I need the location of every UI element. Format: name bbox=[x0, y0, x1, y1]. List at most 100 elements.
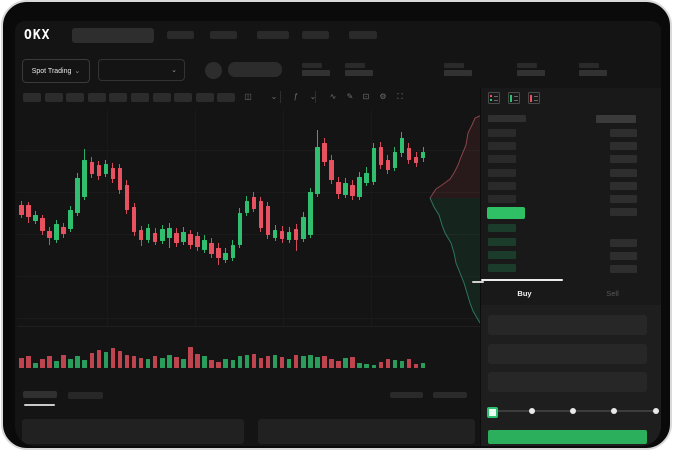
volume-bar bbox=[19, 358, 24, 368]
draw-tool-icon[interactable]: ✎ bbox=[346, 92, 354, 101]
slider-handle[interactable] bbox=[486, 406, 498, 418]
bid-price-placeholder bbox=[488, 238, 516, 246]
gridline-horizontal bbox=[17, 192, 482, 193]
icon-line bbox=[514, 99, 518, 101]
pair-selector[interactable]: ⌄ bbox=[98, 59, 185, 81]
order-input-field[interactable] bbox=[488, 315, 647, 335]
volume-bar bbox=[26, 356, 31, 368]
orders-action-button[interactable] bbox=[390, 392, 423, 398]
nav-item[interactable] bbox=[210, 31, 237, 39]
toolbar-divider bbox=[280, 91, 281, 103]
volume-bar bbox=[336, 361, 341, 368]
chevron-down-icon: ⌄ bbox=[74, 67, 81, 75]
volume-bar bbox=[413, 364, 419, 368]
volume-bar bbox=[131, 356, 137, 368]
book-asks-view-icon[interactable] bbox=[528, 92, 540, 104]
volume-bar bbox=[392, 360, 398, 368]
fullscreen-icon[interactable]: ⛶ bbox=[397, 92, 403, 101]
timeframe-button[interactable] bbox=[217, 93, 236, 102]
volume-bar bbox=[61, 355, 66, 368]
candle-body bbox=[117, 168, 123, 190]
timeframe-button[interactable] bbox=[44, 93, 63, 102]
settings-icon[interactable]: ⚙ bbox=[379, 92, 387, 101]
timeframe-button[interactable] bbox=[23, 93, 41, 102]
volume-bar bbox=[188, 347, 193, 368]
tab-sell[interactable]: Sell bbox=[606, 289, 619, 298]
candle-body bbox=[293, 229, 299, 240]
candle-body bbox=[131, 207, 137, 232]
chevron-down-icon[interactable]: ⌄ bbox=[309, 92, 317, 101]
order-input-field[interactable] bbox=[488, 344, 647, 364]
stat-value-placeholder bbox=[517, 70, 545, 76]
indicators-icon[interactable]: ƒ bbox=[293, 92, 299, 101]
order-input-field[interactable] bbox=[488, 372, 647, 392]
orders-tab[interactable] bbox=[23, 391, 57, 398]
timeframe-button[interactable] bbox=[152, 93, 171, 102]
chart-bottom-border bbox=[17, 326, 482, 327]
candle-body bbox=[89, 162, 94, 174]
nav-item[interactable] bbox=[349, 31, 377, 39]
timeframe-button[interactable] bbox=[109, 93, 128, 102]
candle-body bbox=[406, 148, 412, 160]
nav-item[interactable] bbox=[167, 31, 194, 39]
timeframe-button[interactable] bbox=[195, 93, 214, 102]
book-combined-view-icon[interactable] bbox=[488, 92, 500, 104]
candle-body bbox=[265, 206, 271, 235]
ask-amount-placeholder bbox=[610, 142, 637, 150]
candle-body bbox=[209, 243, 214, 254]
orders-action-button[interactable] bbox=[433, 392, 467, 398]
candle-body bbox=[230, 245, 235, 258]
market-type-selector[interactable]: Spot Trading ⌄ bbox=[22, 59, 90, 83]
search-bar[interactable] bbox=[72, 28, 154, 43]
volume-bar bbox=[420, 363, 426, 368]
volume-bar bbox=[216, 362, 221, 368]
buy-submit-button[interactable] bbox=[488, 430, 647, 444]
timeframe-button[interactable] bbox=[87, 93, 106, 102]
candle-style-icon[interactable]: ◫ bbox=[244, 92, 252, 101]
orderbook-header-price bbox=[488, 115, 526, 122]
candle-body bbox=[167, 228, 172, 238]
candle-body bbox=[251, 197, 257, 209]
candle-body bbox=[216, 248, 221, 258]
candle-body bbox=[61, 227, 66, 234]
volume-bar bbox=[308, 355, 313, 368]
timeframe-button[interactable] bbox=[174, 93, 193, 102]
candle-body bbox=[103, 164, 109, 174]
active-tab-underline bbox=[481, 279, 563, 281]
slider-dot[interactable] bbox=[529, 408, 535, 414]
candle-body bbox=[413, 157, 419, 163]
book-bids-view-icon[interactable] bbox=[508, 92, 520, 104]
timeframe-button[interactable] bbox=[131, 93, 149, 102]
volume-bar bbox=[167, 355, 172, 368]
okx-logo: OKX bbox=[24, 28, 51, 43]
timeframe-button[interactable] bbox=[66, 93, 85, 102]
slider-dot[interactable] bbox=[570, 408, 576, 414]
stat-label-placeholder bbox=[579, 63, 599, 68]
icon-line bbox=[494, 95, 498, 97]
candle-body bbox=[286, 232, 292, 240]
nav-item[interactable] bbox=[257, 31, 289, 39]
line-tool-icon[interactable]: ∿ bbox=[329, 92, 337, 101]
volume-bar bbox=[364, 364, 369, 368]
candle-body bbox=[195, 236, 200, 247]
volume-bar bbox=[378, 362, 384, 368]
icon-line bbox=[494, 99, 498, 101]
icon-line bbox=[534, 95, 538, 97]
tab-buy[interactable]: Buy bbox=[517, 289, 532, 298]
slider-dot[interactable] bbox=[611, 408, 617, 414]
volume-bar bbox=[138, 358, 144, 368]
candle-body bbox=[96, 165, 102, 176]
chevron-down-icon[interactable]: ⌄ bbox=[270, 92, 278, 101]
ask-price-placeholder bbox=[488, 169, 516, 177]
candle-body bbox=[26, 205, 31, 217]
slider-dot[interactable] bbox=[653, 408, 659, 414]
candle-body bbox=[364, 173, 369, 183]
stat-value-placeholder bbox=[345, 70, 373, 76]
candle-body bbox=[237, 213, 243, 245]
orders-tab[interactable] bbox=[68, 392, 103, 399]
candle-body bbox=[244, 201, 250, 213]
snapshot-icon[interactable]: ⊡ bbox=[362, 92, 370, 101]
gridline-vertical bbox=[195, 110, 196, 326]
nav-item[interactable] bbox=[302, 31, 329, 39]
volume-bar bbox=[181, 359, 186, 368]
